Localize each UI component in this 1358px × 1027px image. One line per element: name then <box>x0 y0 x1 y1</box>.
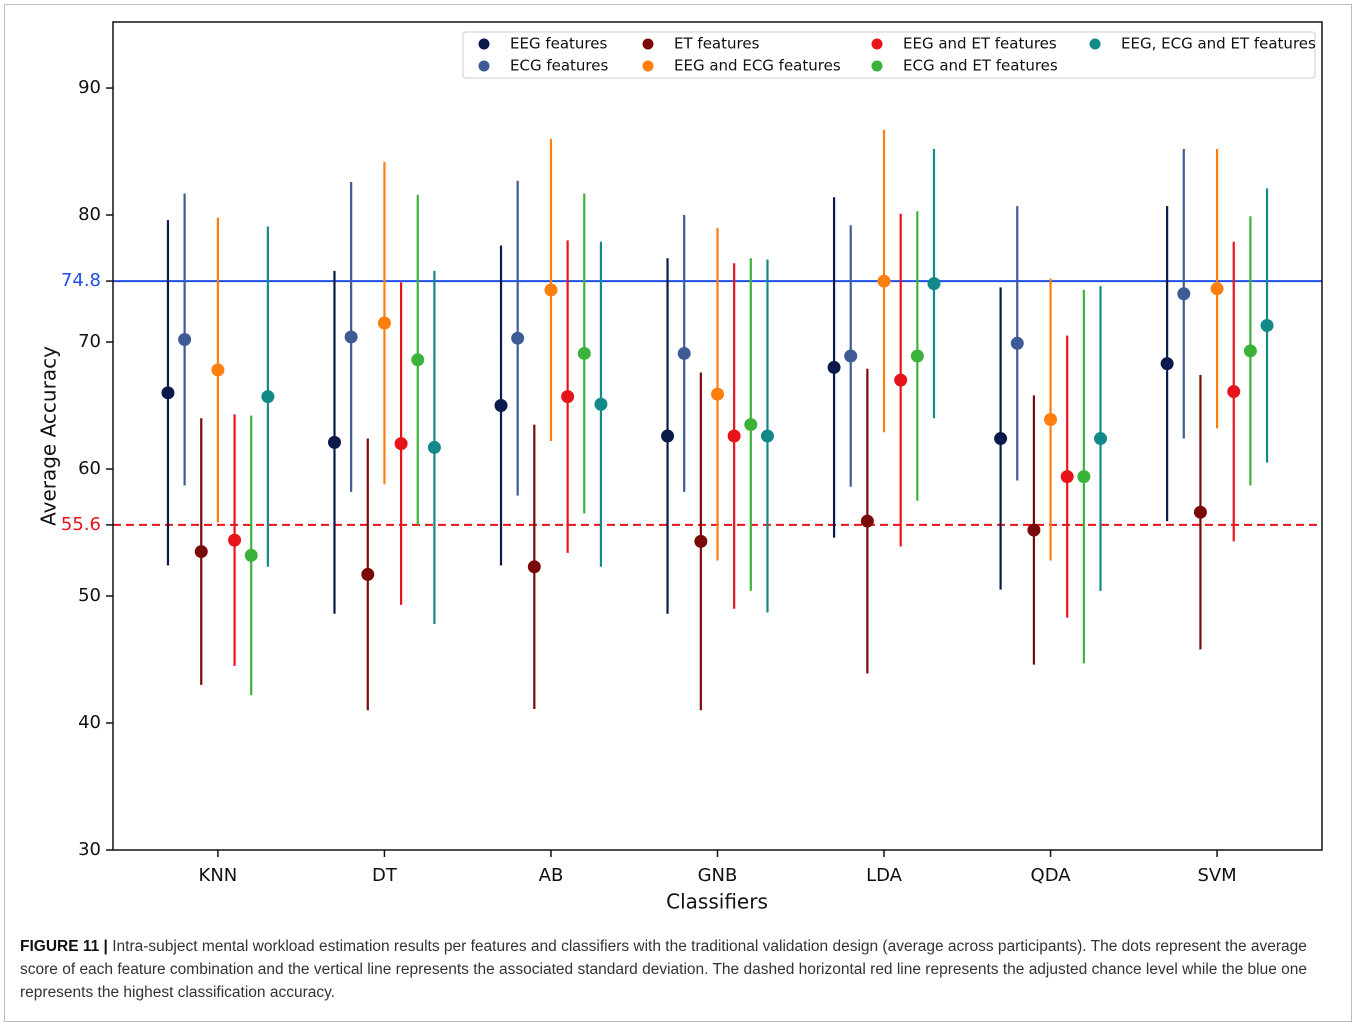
figure-frame <box>4 4 1352 1022</box>
x-tick-label: DT <box>372 865 398 886</box>
x-tick-label: AB <box>539 865 564 886</box>
y-axis-label: Average Accuracy <box>37 346 61 526</box>
x-axis-label: Classifiers <box>666 890 768 914</box>
mean-dot <box>161 386 175 400</box>
mean-dot <box>727 429 741 443</box>
mean-dot <box>561 390 575 404</box>
mean-dot <box>377 316 391 330</box>
mean-dot <box>1177 287 1191 301</box>
mean-dot <box>694 534 708 548</box>
mean-dot <box>361 567 375 581</box>
x-tick-label: QDA <box>1031 865 1072 886</box>
mean-dot <box>1227 385 1241 399</box>
mean-dot <box>244 548 258 562</box>
mean-dot <box>1193 505 1207 519</box>
mean-dot <box>544 283 558 297</box>
caption-label: FIGURE 11 | <box>20 938 108 955</box>
mean-dot <box>228 533 242 547</box>
mean-dot <box>1077 470 1091 484</box>
legend-marker <box>478 38 490 50</box>
mean-dot <box>661 429 675 443</box>
mean-dot <box>394 437 408 451</box>
y-tick-label: 30 <box>78 839 101 860</box>
mean-dot <box>1094 432 1108 446</box>
chart: Classifiers Average Accuracy 30 40 50 60 70 8… <box>37 21 1323 914</box>
mean-dot <box>927 277 941 291</box>
y-tick-label: 60 <box>78 458 101 479</box>
mean-dot <box>427 440 441 454</box>
legend-label: ET features <box>674 35 760 53</box>
mean-dot <box>1027 523 1041 537</box>
mean-dot <box>577 346 591 360</box>
mean-dot <box>677 346 691 360</box>
legend-label: ECG and ET features <box>903 57 1058 75</box>
legend-marker <box>478 60 490 72</box>
legend-box <box>462 31 1316 79</box>
mean-dot <box>711 387 724 401</box>
x-tick-label: GNB <box>698 865 738 886</box>
caption-text: Intra-subject mental workload estimation… <box>20 938 1308 1001</box>
mean-dot <box>1060 470 1074 484</box>
mean-dot <box>527 560 541 574</box>
mean-dot <box>178 332 192 346</box>
mean-dot <box>910 349 924 363</box>
legend-label: EEG features <box>510 35 608 53</box>
mean-dot <box>994 432 1008 446</box>
mean-dot <box>494 399 508 413</box>
legend-marker <box>1089 38 1101 50</box>
mean-dot <box>261 390 275 404</box>
mean-dot <box>344 330 358 344</box>
mean-dot <box>744 418 758 432</box>
mean-dot <box>1210 282 1224 296</box>
legend-marker <box>871 60 883 72</box>
mean-dot <box>860 514 874 528</box>
mean-dot <box>211 363 225 377</box>
mean-dot <box>1243 344 1257 358</box>
mean-dot <box>827 360 841 374</box>
mean-dot <box>1260 319 1274 333</box>
reference-label: 55.6 <box>61 514 101 535</box>
y-tick-label: 50 <box>78 585 101 606</box>
mean-dot <box>760 429 774 443</box>
plot-frame <box>112 21 1323 851</box>
y-tick-label: 90 <box>78 77 101 98</box>
mean-dot <box>894 373 908 387</box>
caption: FIGURE 11 | Intra-subject mental workloa… <box>20 935 1338 1004</box>
mean-dot <box>194 545 208 559</box>
mean-dot <box>594 397 608 411</box>
x-tick-label: KNN <box>199 865 238 886</box>
y-tick-label: 70 <box>78 331 101 352</box>
legend-label: EEG and ECG features <box>674 57 841 75</box>
mean-dot <box>327 435 341 449</box>
y-tick-label: 80 <box>78 204 101 225</box>
mean-dot <box>1160 357 1174 371</box>
mean-dot <box>877 274 891 288</box>
legend-label: EEG and ET features <box>903 35 1057 53</box>
x-tick-label: SVM <box>1197 865 1236 886</box>
legend-marker <box>871 38 883 50</box>
y-tick-label: 40 <box>78 712 101 733</box>
reference-label: 74.8 <box>61 270 101 291</box>
mean-dot <box>411 353 425 367</box>
legend-marker <box>642 38 654 50</box>
legend-label: EEG, ECG and ET features <box>1121 35 1316 53</box>
x-tick-label: LDA <box>866 865 903 886</box>
legend-marker <box>642 60 654 72</box>
legend-label: ECG features <box>510 57 608 75</box>
mean-dot <box>1044 412 1058 426</box>
mean-dot <box>511 331 525 345</box>
mean-dot <box>1010 336 1024 350</box>
mean-dot <box>844 349 858 363</box>
